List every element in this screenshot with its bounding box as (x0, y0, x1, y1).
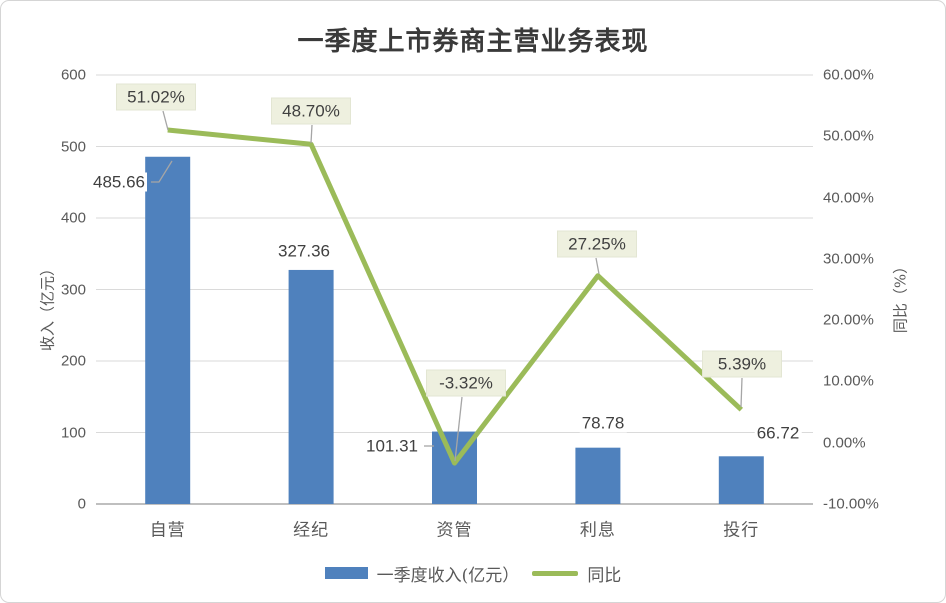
line-series-swatch (532, 570, 579, 576)
right-axis-tick: 30.00% (823, 250, 874, 268)
label-leader-line (162, 110, 169, 131)
right-axis-tick: 0.00% (823, 434, 866, 452)
right-axis-tick: 40.00% (823, 189, 874, 207)
yoy-callout-label: 5.39% (702, 350, 782, 378)
right-axis-tick: 20.00% (823, 311, 874, 329)
bar-value-label: 78.78 (579, 413, 627, 433)
category-label-经纪: 经纪 (293, 520, 330, 541)
bar-value-label: 327.36 (276, 241, 332, 261)
bar-投行[interactable] (718, 456, 764, 504)
bar-自营[interactable] (145, 156, 191, 504)
label-leader-line (454, 396, 463, 462)
right-axis-title: 同比（%） (891, 258, 910, 334)
left-axis-tick: 0 (77, 495, 86, 513)
label-leader-line (310, 124, 313, 144)
label-leader-line (595, 257, 600, 275)
legend-label-revenue: 一季度收入(亿元） (376, 565, 520, 586)
label-leader-line (151, 160, 173, 183)
bar-value-label: 485.66 (91, 172, 147, 192)
label-leader-line (740, 377, 743, 408)
category-label-自营: 自营 (149, 520, 186, 541)
right-axis-tick: -10.00% (823, 495, 879, 513)
left-axis-tick: 100 (60, 424, 86, 441)
yoy-line[interactable] (167, 127, 744, 466)
legend-label-yoy: 同比 (587, 565, 622, 586)
legend-item-yoy[interactable]: 同比 (532, 561, 621, 586)
category-label-资管: 资管 (436, 520, 473, 541)
right-axis-tick: 60.00% (823, 66, 874, 84)
left-axis-tick: 300 (60, 281, 86, 298)
bar-value-label: 101.31 (364, 436, 420, 456)
left-axis-title: 收入（亿元） (38, 260, 57, 352)
left-axis-tick: 200 (60, 352, 86, 370)
left-axis-tick: 500 (60, 138, 86, 155)
yoy-callout-label: 48.70% (271, 97, 351, 125)
right-axis-tick: 50.00% (823, 127, 874, 145)
left-axis-tick: 600 (60, 66, 86, 84)
chart-title: 一季度上市券商主营业务表现 (297, 27, 649, 57)
yoy-callout-label: -3.32% (426, 369, 506, 397)
yoy-callout-label: 51.02% (116, 83, 196, 111)
bar-value-label: 66.72 (754, 423, 802, 443)
category-label-投行: 投行 (723, 520, 760, 541)
category-label-利息: 利息 (579, 520, 616, 541)
left-axis-tick: 400 (60, 209, 86, 227)
right-axis-tick: 10.00% (823, 372, 874, 390)
bar-利息[interactable] (575, 447, 621, 504)
bar-经纪[interactable] (288, 269, 334, 504)
bar-series-swatch (324, 567, 368, 579)
legend-item-revenue[interactable]: 一季度收入(亿元） (324, 561, 520, 586)
yoy-callout-label: 27.25% (557, 230, 637, 258)
legend: 一季度收入(亿元） 同比 (1, 561, 945, 586)
